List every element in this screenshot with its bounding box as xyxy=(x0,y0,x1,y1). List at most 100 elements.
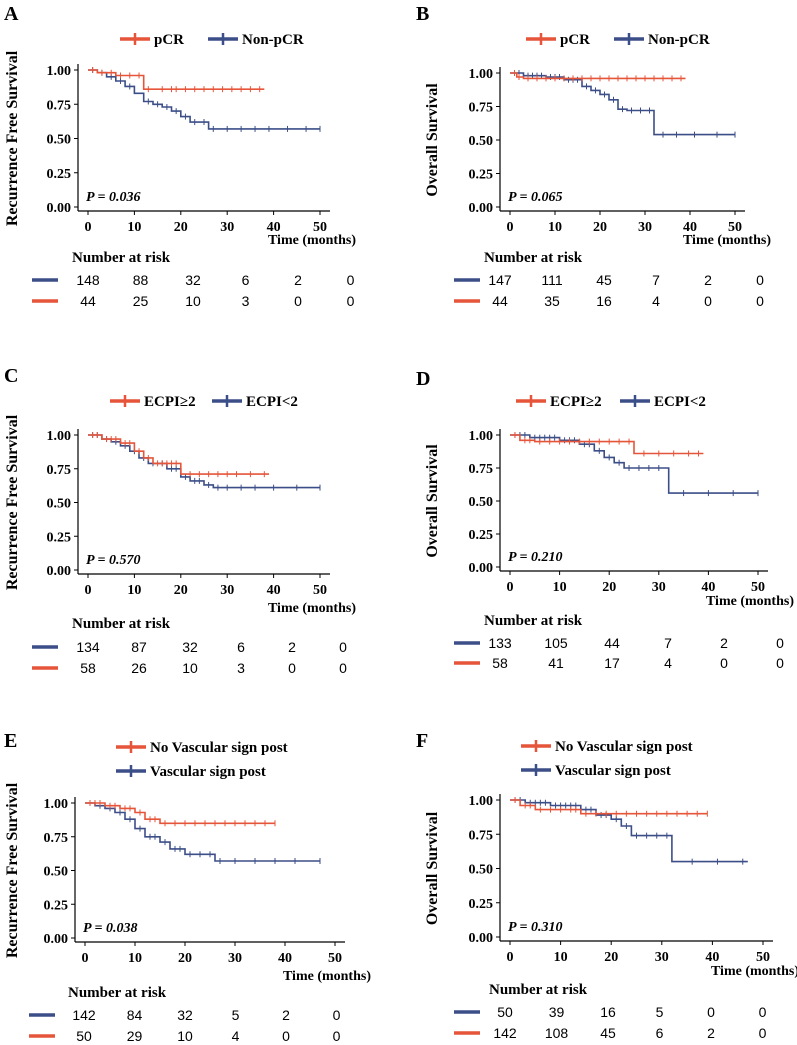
x-axis-label: Time (months) xyxy=(268,601,356,616)
y-tick-label: 1.00 xyxy=(469,429,494,444)
risk-value: 147 xyxy=(488,272,512,288)
risk-value: 10 xyxy=(182,660,198,676)
risk-table-title: Number at risk xyxy=(68,985,167,1001)
x-axis-label: Time (months) xyxy=(711,964,797,979)
panel-label: F xyxy=(416,730,428,752)
legend-label: ECPI≥2 xyxy=(550,394,602,410)
legend-label: ECPI≥2 xyxy=(144,394,196,410)
legend-label: No Vascular sign post xyxy=(555,739,693,755)
km-curve-red xyxy=(88,69,265,90)
risk-value: 0 xyxy=(776,655,784,671)
risk-value: 5 xyxy=(232,1007,240,1023)
risk-value: 108 xyxy=(545,1025,569,1041)
x-tick-label: 40 xyxy=(701,580,715,595)
panel-label: A xyxy=(4,3,19,25)
panel-label: D xyxy=(416,368,430,390)
p-value: P = 0.038 xyxy=(83,921,138,936)
y-tick-label: 0.00 xyxy=(47,564,72,579)
risk-value: 29 xyxy=(127,1028,143,1044)
risk-value: 0 xyxy=(704,293,712,309)
km-curve-red xyxy=(510,434,704,455)
legend-item: ECPI≥2 xyxy=(516,394,602,410)
risk-value: 5 xyxy=(656,1004,664,1020)
p-value: P = 0.310 xyxy=(508,920,563,935)
risk-value: 44 xyxy=(604,635,620,651)
risk-value: 4 xyxy=(664,655,672,671)
km-curve-blue xyxy=(510,72,735,136)
risk-value: 2 xyxy=(720,635,728,651)
risk-value: 32 xyxy=(182,639,198,655)
x-tick-label: 50 xyxy=(728,220,742,235)
legend-label: Non-pCR xyxy=(242,32,304,48)
legend-label: Vascular sign post xyxy=(555,763,671,779)
x-tick-label: 50 xyxy=(756,950,770,965)
y-axis-label: Recurrence Free Survival xyxy=(4,414,21,590)
x-tick-label: 40 xyxy=(278,951,292,966)
y-tick-label: 0.25 xyxy=(469,528,494,543)
km-panel-a: A Recurrence Free Survival 0.00 0.25 0.50 0.7… xyxy=(4,3,356,309)
x-axis-label: Time (months) xyxy=(706,594,794,609)
risk-value: 58 xyxy=(492,655,508,671)
y-tick-label: 0.25 xyxy=(47,530,72,545)
x-tick-label: 50 xyxy=(313,220,327,235)
x-tick-label: 40 xyxy=(705,950,719,965)
y-tick-label: 0.50 xyxy=(47,133,72,148)
risk-value: 7 xyxy=(652,272,660,288)
risk-value: 0 xyxy=(759,1025,767,1041)
y-tick-label: 0.75 xyxy=(47,98,72,113)
risk-value: 41 xyxy=(548,655,564,671)
y-tick-label: 1.00 xyxy=(469,794,494,809)
y-tick-label: 0.00 xyxy=(469,931,494,946)
risk-value: 0 xyxy=(756,272,764,288)
y-tick-label: 1.00 xyxy=(47,64,72,79)
risk-value: 44 xyxy=(80,293,96,309)
risk-value: 6 xyxy=(237,639,245,655)
risk-value: 6 xyxy=(242,272,250,288)
y-tick-label: 0.50 xyxy=(469,863,494,878)
risk-value: 84 xyxy=(127,1007,143,1023)
risk-value: 0 xyxy=(282,1028,290,1044)
y-tick-label: 0.00 xyxy=(469,201,494,216)
risk-value: 2 xyxy=(294,272,302,288)
risk-table-title: Number at risk xyxy=(489,982,588,998)
x-axis-label: Time (months) xyxy=(683,233,771,248)
x-tick-label: 20 xyxy=(604,950,618,965)
p-value: P = 0.210 xyxy=(508,550,563,565)
legend-label: Non-pCR xyxy=(648,32,710,48)
km-panel-b: B Overall Survival 0.00 0.25 0.50 0.75 1.00 0 10… xyxy=(416,3,771,309)
legend-label: ECPI<2 xyxy=(654,394,706,410)
km-curve-blue xyxy=(510,799,748,863)
x-tick-label: 10 xyxy=(554,950,568,965)
y-tick-label: 0.75 xyxy=(47,463,72,478)
km-panel-f: F Overall Survival 0.00 0.25 0.50 0.75 1.00 0 10… xyxy=(416,730,797,1041)
y-axis-label: Overall Survival xyxy=(424,83,441,197)
risk-value: 10 xyxy=(177,1028,193,1044)
y-tick-label: 0.00 xyxy=(47,201,72,216)
legend-label: Vascular sign post xyxy=(150,764,266,780)
risk-value: 45 xyxy=(596,272,612,288)
risk-value: 0 xyxy=(776,635,784,651)
legend-item: Vascular sign post xyxy=(521,763,671,779)
risk-value: 2 xyxy=(707,1025,715,1041)
risk-value: 0 xyxy=(339,660,347,676)
x-tick-label: 40 xyxy=(267,583,281,598)
x-tick-label: 50 xyxy=(751,580,765,595)
risk-value: 32 xyxy=(177,1007,193,1023)
x-tick-label: 50 xyxy=(328,951,342,966)
legend-label: ECPI<2 xyxy=(246,394,298,410)
risk-value: 16 xyxy=(596,293,612,309)
risk-value: 6 xyxy=(656,1025,664,1041)
km-panel-c: C Recurrence Free Survival 0.00 0.25 0.50 0.7… xyxy=(4,365,356,676)
panel-label: C xyxy=(4,365,18,387)
legend-item: ECPI≥2 xyxy=(110,394,196,410)
legend-item: Vascular sign post xyxy=(116,764,266,780)
risk-value: 111 xyxy=(541,272,562,288)
risk-value: 133 xyxy=(488,635,512,651)
legend-item: No Vascular sign post xyxy=(521,739,693,755)
x-tick-label: 0 xyxy=(507,220,514,235)
risk-value: 39 xyxy=(549,1004,565,1020)
x-tick-label: 20 xyxy=(602,580,616,595)
y-tick-label: 0.75 xyxy=(469,828,494,843)
risk-value: 17 xyxy=(604,655,620,671)
